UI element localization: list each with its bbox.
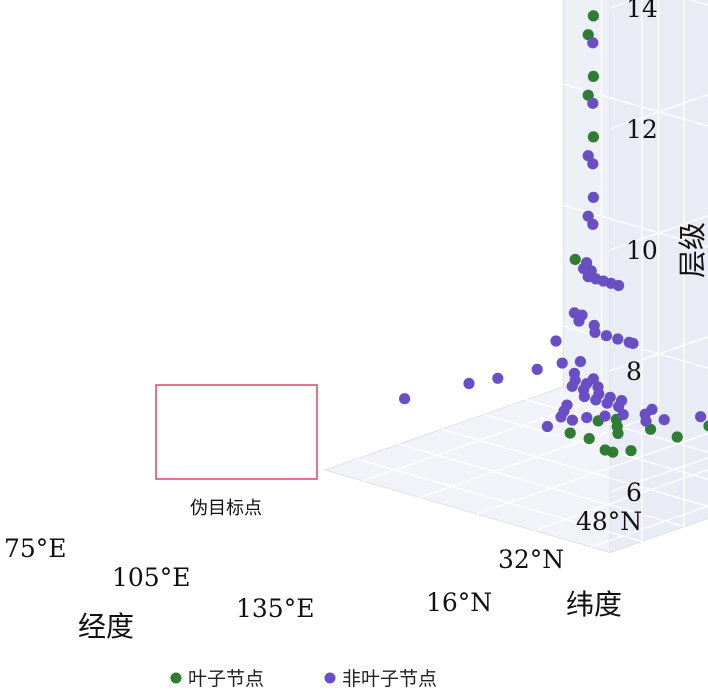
x-tick-label: 105°E [112,563,190,592]
pseudo-target-label: 伪目标点 [190,498,262,519]
nonleaf-node-point [599,410,611,422]
nonleaf-node-point [617,409,629,421]
nonleaf-node-point [627,337,639,349]
gridline-floor-y [356,458,642,543]
pseudo-target-box [155,384,318,480]
z-tick-label: 8 [626,357,642,386]
gridline-side-z [609,336,708,372]
z-axis-ticks: 681012141618 [626,0,658,507]
nonleaf-node-point [588,319,600,331]
nonleaf-node-point [568,307,581,319]
gridline-back-z [563,83,708,127]
leaf-node-point [583,433,595,445]
nonleaf-node-point [581,412,593,424]
x-tick-label: 75°E [4,534,67,563]
nonleaf-node-point [590,394,602,406]
z-tick-label: 10 [626,236,658,265]
leaf-node-point [625,445,637,457]
gridline-back-z [563,204,708,248]
gridline-floor-x [533,469,708,532]
nonleaf-node-point [550,335,562,347]
leaf-node-point [671,431,683,443]
y-tick-label: 48°N [576,507,642,536]
legend-marker [324,672,336,684]
leaf-node-point [564,427,576,439]
nonleaf-node-point [574,356,587,368]
y-axis-ticks: 16°N32°N 48°N [426,507,642,617]
pseudo-target-annotation: 伪目标点 [155,384,318,519]
nonleaf-node-point [600,330,613,342]
gridline-side-z [609,94,708,130]
legend-marker [170,672,182,684]
nonleaf-node-point [601,397,613,409]
leaf-node-point [587,70,600,82]
nonleaf-node-point [587,97,599,109]
gridline-floor-y [526,399,708,453]
nonleaf-node-point [578,384,590,396]
z-tick-label: 14 [626,0,658,23]
z-tick-label: 6 [626,478,642,507]
nonleaf-node-point [581,257,593,269]
leaf-node-point [703,420,708,432]
nonleaf-node-point [582,150,594,162]
nonleaf-node-point [566,380,578,392]
gridline-floor-x [590,505,708,548]
nonleaf-node-point [399,393,411,405]
nonleaf-node-point [531,363,543,375]
y-tick-label: 32°N [498,545,564,574]
nonleaf-node-point [612,333,624,345]
nonleaf-node-point [587,37,599,49]
x-tick-label: 135°E [236,594,314,623]
nonleaf-node-point [646,403,658,415]
legend: 叶子节点 非叶子节点 [170,668,437,690]
legend-label: 非叶子节点 [342,668,437,690]
y-axis-title: 纬度 [566,588,622,621]
nonleaf-node-point [568,367,581,379]
data-points [399,10,708,458]
gridline-side-z [609,457,708,493]
leaf-node-point [587,131,600,143]
nonleaf-node-point [561,399,573,411]
gridline-side-z [609,215,708,251]
gridline-floor-y [399,443,685,528]
nonleaf-node-point [492,372,504,384]
nonleaf-node-point [566,414,579,426]
legend-label: 叶子节点 [188,668,264,690]
leaf-node-point [599,444,611,456]
gridline-floor-y [483,413,708,481]
z-axis-title: 层级 [676,222,708,278]
axes-panes [323,0,708,554]
leaf-node-point [587,10,600,22]
nonleaf-node-point [556,357,568,369]
x-axis-title: 经度 [78,610,134,643]
gridline-back-z [563,325,708,369]
gridline-back-z [687,0,708,6]
nonleaf-node-point [695,411,707,423]
nonleaf-node-point [658,414,670,426]
z-tick-label: 12 [626,115,658,144]
nonleaf-node-point [541,420,554,433]
y-tick-label: 16°N [426,588,492,617]
nonleaf-node-point [587,191,600,203]
x-axis-ticks: 75°E 105°E 135°E [4,534,314,623]
nonleaf-node-point [582,210,594,222]
nonleaf-node-point [463,377,475,390]
gridline-floor-x [476,432,708,515]
gridline-floor-y [441,428,708,508]
axes-gridlines [356,0,708,548]
nonleaf-node-point [592,381,604,393]
leaf-node-point [569,253,581,265]
